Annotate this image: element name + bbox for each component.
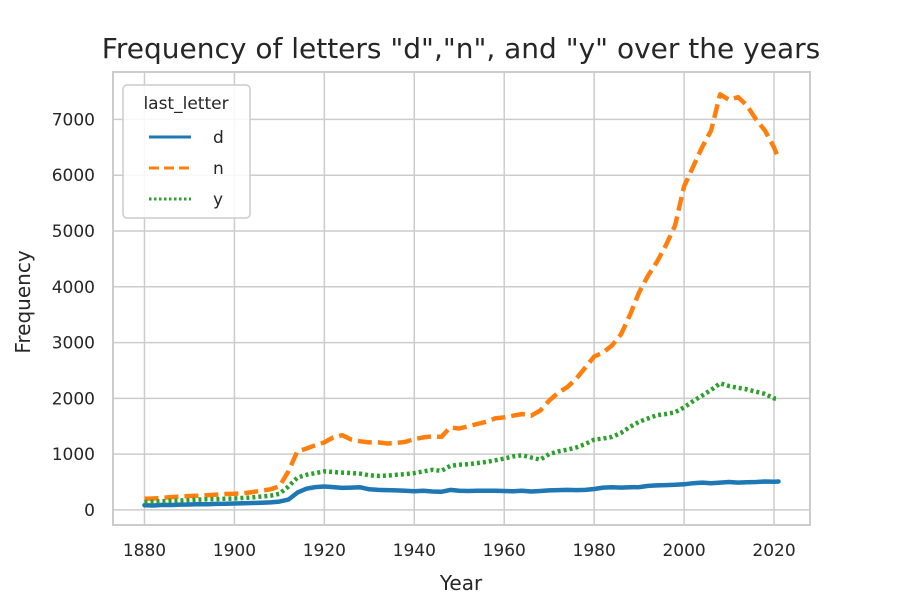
y-tick-labels: 0 1000 2000 3000 4000 5000 6000 7000 [52, 110, 95, 521]
x-tick-label: 1920 [303, 541, 346, 561]
y-tick-label: 7000 [52, 110, 95, 130]
x-tick-label: 1980 [573, 541, 616, 561]
x-axis-label: Year [439, 571, 483, 595]
plot-frame [112, 71, 811, 526]
legend-title: last_letter [143, 94, 228, 114]
x-tick-labels: 1880 1900 1920 1940 1960 1980 2000 2020 [123, 541, 796, 561]
legend-label-y: y [213, 190, 223, 210]
y-tick-label: 2000 [52, 389, 95, 409]
x-tick-label: 1960 [483, 541, 526, 561]
x-tick-label: 1880 [123, 541, 166, 561]
series-line-y [144, 381, 779, 505]
series-line-n [144, 92, 781, 502]
x-tick-label: 2000 [662, 541, 705, 561]
y-axis-label: Frequency [11, 250, 35, 353]
legend-label-n: n [213, 159, 224, 179]
x-tick-label: 2020 [752, 541, 795, 561]
y-tick-label: 3000 [52, 334, 95, 354]
series-line-d [142, 479, 781, 508]
y-tick-label: 0 [84, 501, 95, 521]
legend-box [122, 84, 251, 219]
chart-title: Frequency of letters "d","n", and "y" ov… [102, 32, 820, 65]
y-tick-label: 6000 [52, 166, 95, 186]
x-tick-label: 1900 [213, 541, 256, 561]
legend: last_letter dny [122, 84, 251, 219]
legend-items: dny [149, 128, 224, 210]
legend-label-d: d [213, 128, 224, 148]
x-tick-label: 1940 [393, 541, 436, 561]
grid [113, 72, 810, 525]
series-layer [142, 92, 781, 508]
y-tick-label: 5000 [52, 222, 95, 242]
y-tick-label: 1000 [52, 445, 95, 465]
y-tick-label: 4000 [52, 278, 95, 298]
